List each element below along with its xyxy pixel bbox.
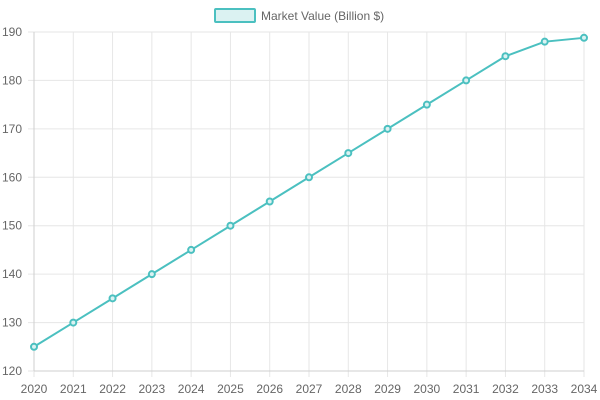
y-tick-label: 170	[2, 122, 22, 136]
data-point[interactable]	[501, 52, 510, 61]
x-tick-label: 2033	[531, 382, 558, 396]
data-point[interactable]	[226, 221, 235, 230]
x-tick-label: 2024	[178, 382, 205, 396]
data-point[interactable]	[265, 197, 274, 206]
y-tick-label: 190	[2, 25, 22, 39]
y-tick-label: 120	[2, 364, 22, 378]
data-point[interactable]	[422, 100, 431, 109]
y-tick-label: 150	[2, 219, 22, 233]
data-point[interactable]	[108, 294, 117, 303]
y-tick-label: 160	[2, 170, 22, 184]
x-tick-label: 2021	[60, 382, 87, 396]
data-point[interactable]	[580, 33, 588, 42]
y-tick-label: 180	[2, 73, 22, 87]
axes	[33, 32, 584, 372]
x-tick-label: 2029	[374, 382, 401, 396]
series-market-value	[30, 33, 588, 351]
x-tick-label: 2031	[453, 382, 480, 396]
data-point[interactable]	[344, 149, 353, 158]
x-tick-label: 2026	[256, 382, 283, 396]
x-tick-label: 2020	[21, 382, 48, 396]
x-tick-label: 2032	[492, 382, 519, 396]
y-tick-label: 140	[2, 267, 22, 281]
y-tick-label: 130	[2, 316, 22, 330]
legend-label: Market Value (Billion $)	[261, 9, 384, 23]
y-axis-ticks: 120 130 140 150 160 170 180 190	[2, 25, 22, 378]
x-axis-ticks: 2020 2021 2022 2023 2024 2025 2026 2027 2028 2029…	[21, 382, 598, 396]
x-tick-label: 2034	[571, 382, 598, 396]
data-point[interactable]	[305, 173, 313, 182]
data-point[interactable]	[147, 270, 156, 279]
data-point[interactable]	[187, 245, 196, 254]
data-point[interactable]	[540, 37, 549, 46]
data-point[interactable]	[69, 318, 78, 327]
data-point[interactable]	[383, 124, 392, 133]
x-tick-label: 2022	[99, 382, 126, 396]
x-tick-label: 2027	[296, 382, 323, 396]
x-tick-label: 2028	[335, 382, 362, 396]
x-tick-label: 2030	[414, 382, 441, 396]
x-tick-label: 2023	[139, 382, 166, 396]
legend-swatch	[214, 8, 256, 23]
data-point[interactable]	[30, 342, 38, 351]
x-tick-label: 2025	[217, 382, 244, 396]
grid-lines	[28, 31, 585, 377]
data-point[interactable]	[462, 76, 471, 85]
legend[interactable]: Market Value (Billion $)	[214, 8, 384, 23]
